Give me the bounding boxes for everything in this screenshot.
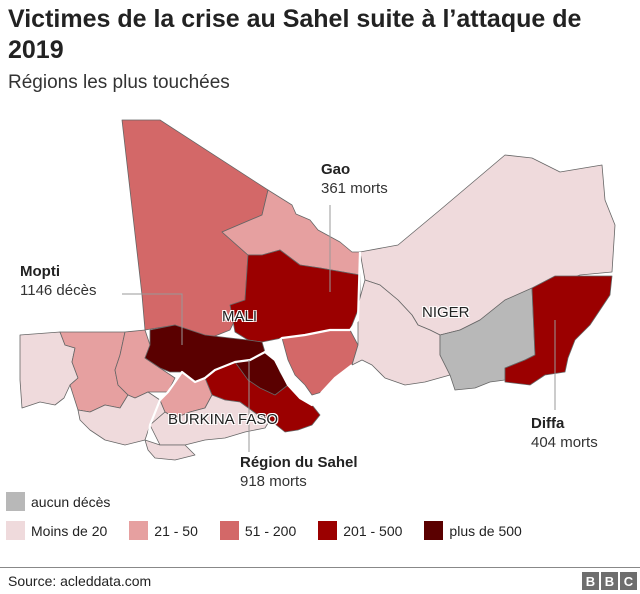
bbc-logo: B B C bbox=[582, 572, 637, 590]
legend-swatch bbox=[219, 521, 239, 540]
callout-value: 1146 décès bbox=[20, 282, 97, 299]
legend-swatch bbox=[6, 492, 25, 511]
callout-value: 361 morts bbox=[321, 180, 388, 197]
legend-item: 51 - 200 bbox=[219, 521, 297, 540]
country-label-mali: MALI bbox=[222, 308, 258, 325]
legend-swatch bbox=[424, 521, 444, 540]
callout-value: 404 morts bbox=[531, 434, 598, 451]
legend-swatch bbox=[318, 521, 338, 540]
country-label-burkina: BURKINA FASO bbox=[168, 411, 279, 428]
callout-diffa: Diffa 404 morts bbox=[531, 414, 598, 452]
leader-mopti bbox=[122, 293, 183, 345]
chart-title: Victimes de la crise au Sahel suite à l’… bbox=[8, 5, 582, 64]
callout-name: Diffa bbox=[531, 415, 565, 432]
region-burkina-south bbox=[144, 439, 196, 461]
legend-item: 201 - 500 bbox=[318, 521, 402, 540]
legend-label: 201 - 500 bbox=[343, 522, 403, 539]
footer-divider bbox=[0, 567, 640, 568]
legend-swatch bbox=[129, 521, 149, 540]
legend-none: aucun décès bbox=[6, 492, 110, 511]
source-text: Source: acleddata.com bbox=[8, 573, 152, 589]
chart-subtitle: Régions les plus touchées bbox=[8, 72, 230, 93]
callout-name: Mopti bbox=[20, 263, 60, 280]
legend-item: Moins de 20 bbox=[6, 521, 107, 540]
legend-label: aucun décès bbox=[31, 493, 111, 510]
callout-sahel: Région du Sahel 918 morts bbox=[240, 453, 358, 491]
bbc-logo-letter: B bbox=[582, 572, 599, 590]
region-menaka bbox=[281, 329, 359, 396]
bbc-logo-letter: B bbox=[601, 572, 618, 590]
legend-scale: Moins de 20 21 - 50 51 - 200 201 - 500 p… bbox=[6, 521, 544, 540]
legend-label: Moins de 20 bbox=[31, 522, 108, 539]
region-diffa bbox=[504, 275, 613, 386]
legend-item: 21 - 50 bbox=[129, 521, 198, 540]
callout-value: 918 morts bbox=[240, 473, 307, 490]
legend-swatch bbox=[6, 521, 25, 540]
callout-mopti: Mopti 1146 décès bbox=[20, 262, 96, 300]
callout-name: Gao bbox=[321, 161, 351, 178]
callout-name: Région du Sahel bbox=[240, 454, 358, 471]
callout-gao: Gao 361 morts bbox=[321, 160, 388, 198]
legend-label: 21 - 50 bbox=[154, 522, 198, 539]
country-label-niger: NIGER bbox=[422, 304, 470, 321]
bbc-logo-letter: C bbox=[620, 572, 637, 590]
legend-label: plus de 500 bbox=[449, 522, 522, 539]
legend-item: plus de 500 bbox=[424, 521, 522, 540]
legend-label: 51 - 200 bbox=[244, 522, 297, 539]
